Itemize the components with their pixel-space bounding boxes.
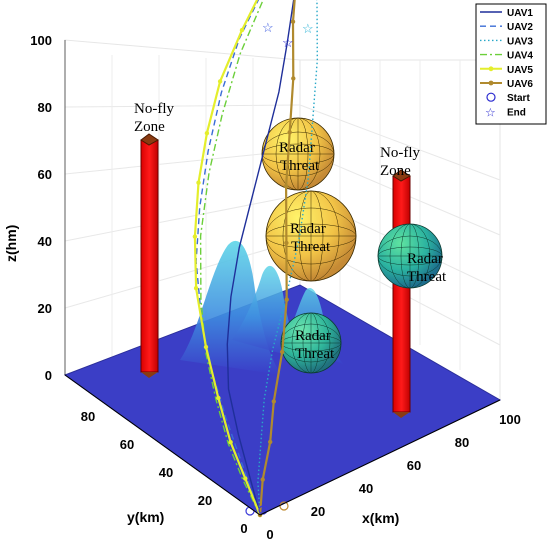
axis-ticks: 0 20 40 60 80 100 0 20 40 60 80 0 20 40 60 80 100	[30, 33, 521, 542]
series-point-uav6	[290, 19, 296, 24]
legend-label: Start	[507, 93, 530, 104]
radar-label-2-line2: Threat	[291, 239, 331, 255]
z-tick-label: 20	[38, 301, 52, 316]
legend-marker: ☆	[485, 105, 496, 119]
series-line-uav1	[226, 0, 295, 516]
x-tick-label: 0	[266, 527, 273, 542]
series-point-uav5	[203, 344, 209, 350]
end-markers: ☆ ☆ ☆	[262, 20, 314, 50]
y-tick-label: 0	[240, 521, 247, 536]
series-point-uav6	[268, 439, 273, 445]
radar-label-4-line2: Threat	[295, 346, 335, 362]
legend-label: UAV1	[507, 8, 533, 19]
radar-label-1-line2: Threat	[280, 158, 320, 174]
series-point-uav5	[239, 27, 245, 33]
radar-label-1-line1: Radar	[279, 140, 315, 156]
series-point-uav5	[192, 234, 198, 239]
x-tick-label: 100	[499, 412, 521, 427]
radar-label-4-line1: Radar	[295, 328, 331, 344]
x-tick-label: 80	[455, 435, 469, 450]
legend-marker	[488, 66, 494, 72]
y-tick-label: 60	[120, 437, 134, 452]
legend-label: UAV3	[507, 36, 533, 47]
series-point-uav6	[283, 184, 289, 189]
annotations: No-fly Zone No-fly Zone Radar Threat Rad…	[134, 101, 447, 362]
series-point-uav5	[243, 476, 248, 481]
series-point-uav5	[228, 440, 233, 445]
y-tick-label: 20	[198, 493, 212, 508]
z-axis-label: z(hm)	[3, 225, 19, 262]
y-tick-label: 40	[159, 465, 173, 480]
no-fly-pillar-2	[392, 169, 411, 418]
z-tick-label: 100	[30, 33, 52, 48]
legend-label: UAV2	[507, 22, 533, 33]
series-point-uav5	[193, 286, 199, 291]
radar-sphere-3	[377, 223, 443, 289]
x-tick-label: 60	[407, 458, 421, 473]
series-point-uav6	[284, 297, 289, 302]
end-marker: ☆	[262, 20, 274, 35]
radar-sphere-2	[265, 190, 357, 282]
legend-label: End	[507, 107, 526, 118]
radar-label-2-line1: Radar	[290, 221, 326, 237]
series-point-uav6	[271, 399, 276, 404]
no-fly-label-2-line1: No-fly	[380, 145, 420, 161]
axes	[64, 40, 501, 516]
series-point-uav6	[284, 240, 289, 246]
no-fly-label-2-line2: Zone	[380, 163, 411, 179]
radar-label-3-line2: Threat	[407, 269, 447, 285]
z-tick-label: 0	[45, 368, 52, 383]
no-fly-pillar-1	[140, 133, 159, 378]
series-line-uav2	[195, 0, 261, 516]
x-tick-label: 20	[311, 504, 325, 519]
legend-label: UAV5	[507, 65, 533, 76]
series-line-uav3	[257, 0, 319, 516]
end-marker: ☆	[302, 21, 314, 36]
z-tick-label: 80	[38, 100, 52, 115]
legend: UAV1 UAV2 UAV3 UAV4 UAV5 UAV6 Start ☆ End	[475, 3, 547, 125]
legend-marker	[488, 80, 494, 86]
radar-sphere-1	[261, 117, 335, 191]
series-point-uav6	[291, 76, 296, 81]
series-point-uav6	[287, 130, 292, 135]
y-tick-label: 80	[81, 409, 95, 424]
start-marker	[279, 501, 289, 511]
series-point-uav6	[280, 349, 285, 355]
x-tick-label: 40	[359, 481, 373, 496]
no-fly-label-1-line2: Zone	[134, 119, 165, 135]
series-point-uav5	[216, 395, 221, 401]
series-point-uav5	[217, 79, 223, 84]
radar-label-3-line1: Radar	[407, 251, 443, 267]
end-marker: ☆	[282, 35, 294, 50]
radar-sphere-4	[280, 312, 342, 374]
series-point-uav6	[260, 477, 265, 482]
legend-marker	[486, 92, 496, 102]
series-point-uav5	[196, 180, 201, 185]
x-axis-label: x(km)	[362, 510, 399, 526]
no-fly-label-1-line1: No-fly	[134, 101, 174, 117]
series-line-uav4	[199, 0, 265, 516]
legend-label: UAV6	[507, 79, 533, 90]
z-tick-label: 40	[38, 234, 52, 249]
z-tick-label: 60	[38, 167, 52, 182]
legend-label: UAV4	[507, 51, 533, 62]
series-point-uav5	[204, 131, 210, 136]
uav-paths	[192, 0, 319, 518]
y-axis-label: y(km)	[127, 509, 164, 525]
